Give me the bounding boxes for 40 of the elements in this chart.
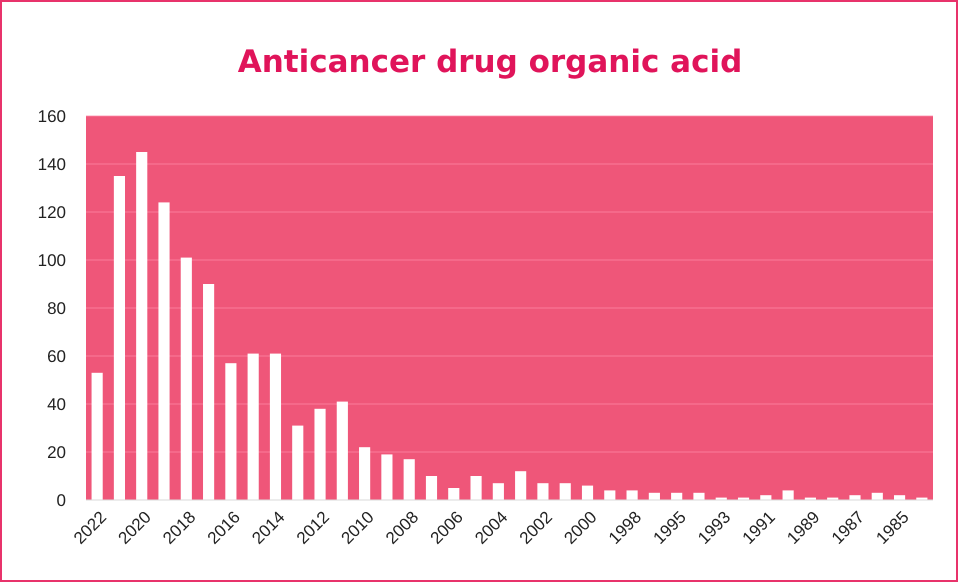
bar bbox=[248, 354, 259, 500]
bar bbox=[92, 372, 103, 500]
bar bbox=[782, 490, 794, 500]
bar bbox=[470, 476, 482, 500]
bar bbox=[203, 284, 214, 500]
bar bbox=[760, 495, 772, 500]
bar bbox=[604, 490, 616, 500]
bar bbox=[314, 408, 326, 500]
y-tick-label: 100 bbox=[38, 250, 66, 270]
y-tick-label: 0 bbox=[56, 490, 66, 510]
y-tick-label: 40 bbox=[47, 394, 66, 414]
chart-title: Anticancer drug organic acid bbox=[238, 44, 742, 80]
bar bbox=[381, 454, 392, 500]
bar bbox=[849, 495, 861, 500]
bar bbox=[158, 202, 170, 500]
bar bbox=[180, 258, 192, 500]
bar bbox=[359, 447, 370, 500]
bar bbox=[582, 486, 594, 500]
bar bbox=[292, 426, 304, 500]
bar bbox=[492, 483, 504, 500]
bar bbox=[894, 495, 906, 500]
bar bbox=[872, 492, 883, 500]
bar bbox=[626, 490, 638, 500]
y-tick-label: 20 bbox=[47, 442, 66, 462]
y-tick-label: 160 bbox=[38, 106, 66, 126]
bar bbox=[225, 363, 236, 500]
bar bbox=[560, 483, 571, 500]
bar bbox=[537, 483, 549, 500]
bar bbox=[136, 152, 148, 500]
y-tick-label: 80 bbox=[47, 298, 66, 318]
bar bbox=[426, 476, 438, 500]
bar bbox=[270, 354, 282, 500]
bar bbox=[114, 176, 126, 500]
bar bbox=[515, 471, 526, 500]
bar bbox=[404, 459, 415, 500]
bar bbox=[448, 488, 460, 500]
bar bbox=[336, 402, 348, 500]
y-tick-label: 140 bbox=[38, 154, 66, 174]
y-tick-label: 120 bbox=[38, 202, 66, 222]
y-tick-label: 60 bbox=[47, 346, 66, 366]
